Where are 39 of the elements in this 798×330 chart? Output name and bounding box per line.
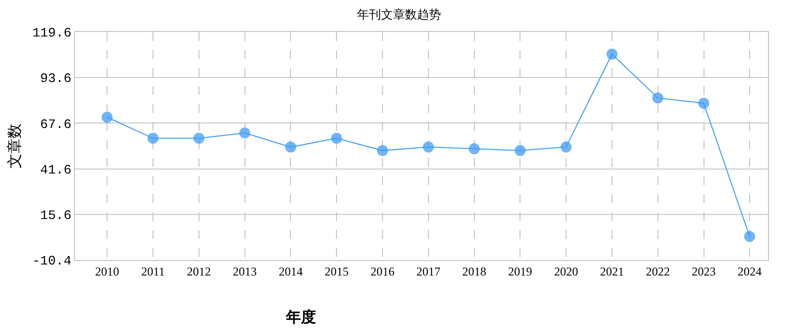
point <box>698 98 710 109</box>
point <box>652 92 664 104</box>
point <box>468 143 480 154</box>
x-tick-label: 2013 <box>232 264 257 278</box>
y-tick-label: 41.6 <box>40 162 72 178</box>
point <box>606 48 618 60</box>
x-tick-label: 2019 <box>508 264 532 278</box>
x-tick-label: 2011 <box>141 264 165 278</box>
y-tick-label: 15.6 <box>40 208 72 223</box>
point <box>422 142 434 153</box>
x-tick-label: 2014 <box>278 264 303 278</box>
x-tick-label: 2024 <box>738 264 762 278</box>
y-tick-label: 119.6 <box>32 26 72 41</box>
point <box>148 132 159 144</box>
x-tick-label: 2017 <box>416 264 440 278</box>
point <box>560 142 572 153</box>
x-tick-label: 2012 <box>186 264 211 278</box>
point <box>102 112 113 123</box>
point <box>514 145 526 156</box>
x-tick-label: 2018 <box>462 264 486 278</box>
y-axis-title: 文章数 <box>6 124 24 168</box>
point <box>193 132 204 144</box>
x-axis-title: 年度 <box>285 308 316 326</box>
y-tick-label: -10.4 <box>32 254 72 269</box>
x-tick-label: 2021 <box>600 264 624 278</box>
x-tick-label: 2016 <box>370 264 394 278</box>
point <box>285 142 296 153</box>
y-tick-label: 93.6 <box>40 71 72 86</box>
point <box>744 231 756 242</box>
point <box>376 145 388 156</box>
x-tick-label: 2010 <box>95 264 120 278</box>
y-tick-label: 67.6 <box>40 116 72 132</box>
chart-title: 年刊文章数趋势 <box>357 7 441 22</box>
x-tick-label: 2015 <box>324 264 349 278</box>
x-tick-label: 2020 <box>554 264 578 278</box>
point <box>239 128 250 139</box>
x-tick-label: 2022 <box>646 264 670 278</box>
x-tick-label: 2023 <box>692 264 716 278</box>
point <box>331 132 342 144</box>
